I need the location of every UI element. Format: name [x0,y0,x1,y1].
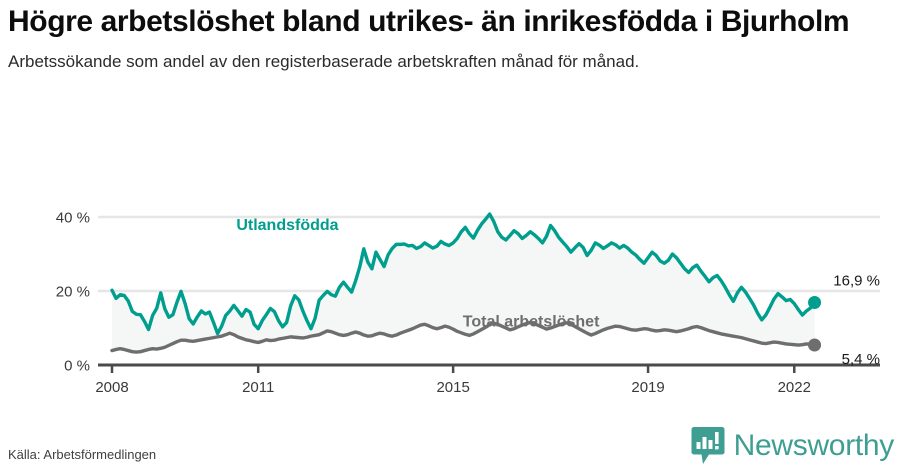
annotation-total-end-value: 5,4 % [842,351,880,368]
x-axis-label-2011: 2011 [242,379,274,396]
y-axis-label-20: 20 % [56,284,90,301]
header: Högre arbetslöshet bland utrikes- än inr… [8,4,888,74]
newsworthy-mark-icon [691,427,725,464]
x-axis-label-2019: 2019 [631,379,664,396]
page-title: Högre arbetslöshet bland utrikes- än inr… [8,5,850,38]
series-line-total-arbetsloshet [110,320,817,354]
source-note: Källa: Arbetsförmedlingen [8,447,157,462]
y-axis-label-0: 0 % [64,358,90,375]
page-subtitle: Arbetssökande som andel av den registerb… [8,52,640,72]
newsworthy-logo: Newsworthy [691,426,894,466]
series-line-total-arbetsloshet-endpoint-dot [808,338,822,352]
footer: Källa: Arbetsförmedlingen Newsworthy [0,412,900,474]
annotation-utlandsfodda-label: Utlandsfödda [236,217,338,234]
line-chart: 0 % 20 % 40 % 2008 2011 2015 2019 2022 Utlandsfö… [56,210,880,396]
y-axis-label-40: 40 % [56,210,90,227]
series-band-fill [112,214,815,353]
series-line-utlandsfodda-endpoint-dot [808,295,822,309]
x-axis-label-2022: 2022 [778,379,811,396]
series-line-utlandsfodda [110,212,817,336]
chart-area: 0 % 20 % 40 % 2008 2011 2015 2019 2022 Utlandsfö… [0,190,900,405]
brand-name: Newsworthy [733,429,895,462]
annotation-total-label: Total arbetslöshet [463,314,600,331]
annotation-utlandsfodda-end-value: 16,9 % [833,272,880,289]
x-axis-label-2008: 2008 [95,379,128,396]
x-axis-label-2015: 2015 [436,379,469,396]
